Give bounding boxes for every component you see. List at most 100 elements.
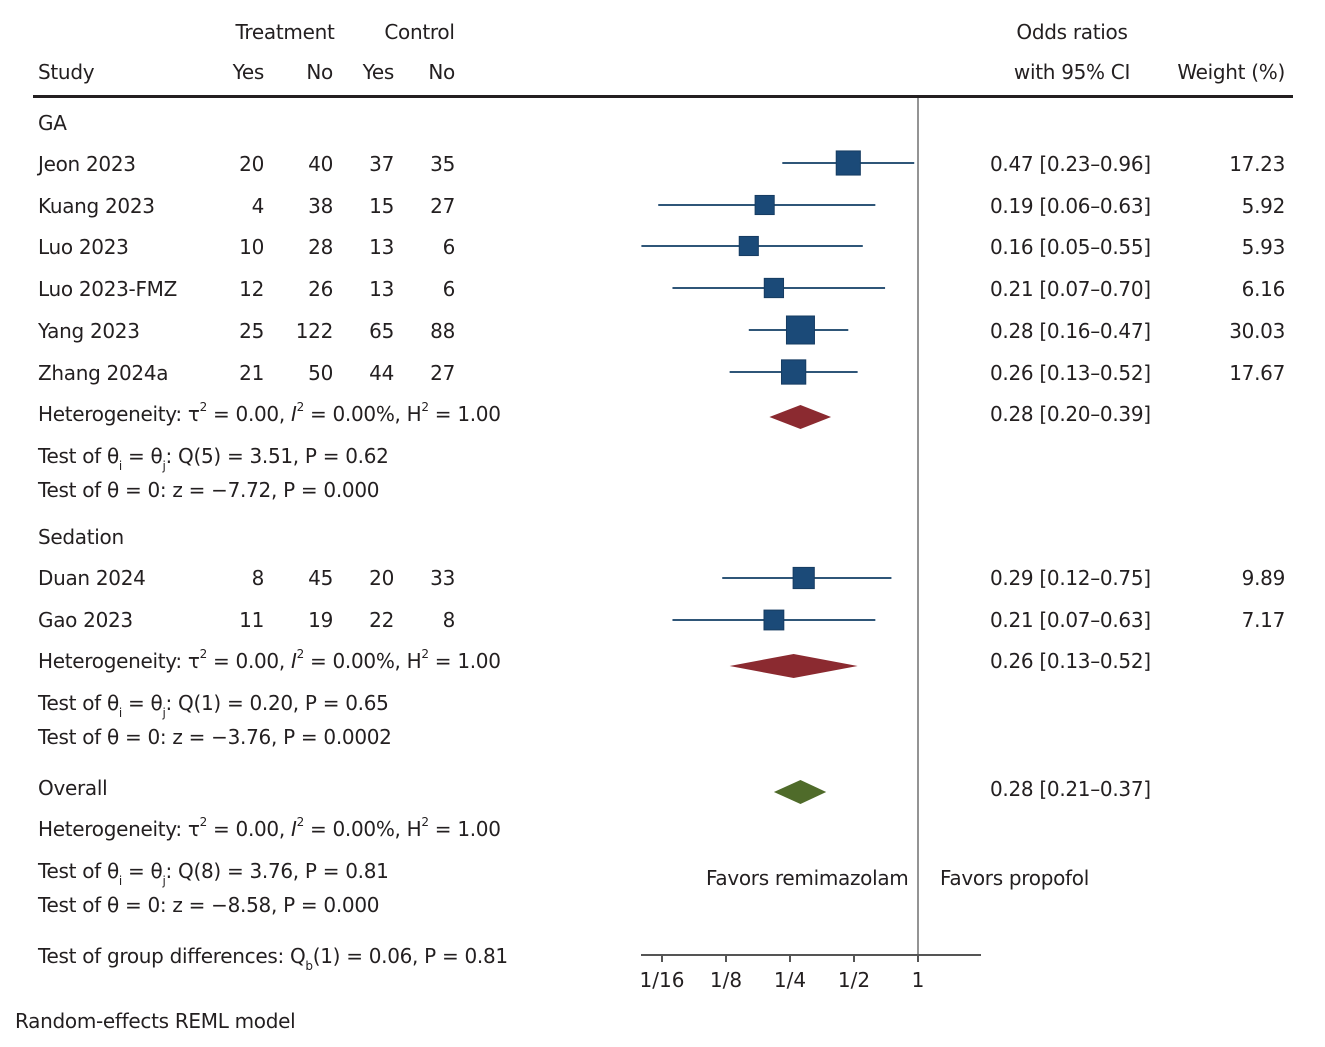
odds-ratio-ci: 0.16 [0.05–0.55] — [990, 235, 1151, 259]
overall-test-q: Test of θi = θj: Q(8) = 3.76, P = 0.81 — [38, 859, 389, 887]
ov-test-q-c: : Q(8) = 3.76, P = 0.81 — [165, 859, 389, 883]
study-name: Luo 2023-FMZ — [38, 277, 178, 301]
control-no-value: 33 — [430, 566, 455, 590]
sed-test-q-c: : Q(1) = 0.20, P = 0.65 — [165, 691, 389, 715]
sed-het-prefix: Heterogeneity: τ — [38, 649, 200, 673]
study-marker — [785, 315, 815, 345]
x-tick-label: 1/2 — [838, 968, 870, 992]
ga-het-hval: = 1.00 — [428, 402, 501, 426]
weight-value: 17.67 — [1229, 361, 1285, 385]
ga-test-z: Test of θ = 0: z = −7.72, P = 0.000 — [38, 478, 380, 502]
odds-ratio-ci: 0.47 [0.23–0.96] — [990, 152, 1151, 176]
x-tick-label: 1 — [912, 968, 925, 992]
weight-value: 17.23 — [1229, 152, 1285, 176]
x-tick-label: 1/8 — [710, 968, 742, 992]
header-rule — [33, 95, 1293, 98]
weight-header: Weight (%) — [1177, 60, 1285, 84]
control-yes-value: 13 — [369, 277, 394, 301]
control-yes-value: 13 — [369, 235, 394, 259]
control-no-value: 8 — [442, 608, 456, 632]
odds-ratio-ci: 0.19 [0.06–0.63] — [990, 194, 1151, 218]
study-name: Zhang 2024a — [38, 361, 169, 385]
ov-het-prefix: Heterogeneity: τ — [38, 817, 200, 841]
treatment-no-value: 19 — [308, 608, 333, 632]
ga-het-ival: = 0.00%, H — [303, 402, 422, 426]
sed-het-tau: = 0.00, — [206, 649, 291, 673]
x-tick-label: 1/16 — [640, 968, 685, 992]
study-header: Study — [38, 60, 95, 84]
sub: i — [118, 874, 122, 888]
study-name: Luo 2023 — [38, 235, 129, 259]
sed-test-q-a: Test of θ — [38, 691, 119, 715]
odds-ratio-ci: 0.21 [0.07–0.70] — [990, 277, 1151, 301]
ga-test-q-a: Test of θ — [38, 444, 119, 468]
ov-test-q-a: Test of θ — [38, 859, 119, 883]
sed-het-i: I — [290, 649, 297, 673]
study-name: Jeon 2023 — [38, 152, 136, 176]
ga-het-i: I — [290, 402, 297, 426]
control-no-value: 27 — [430, 361, 455, 385]
study-name: Yang 2023 — [38, 319, 140, 343]
control-no-value: 27 — [430, 194, 455, 218]
sup: 2 — [421, 400, 429, 415]
sup: 2 — [296, 815, 305, 830]
sedation-heterogeneity: Heterogeneity: τ2 = 0.00, I2 = 0.00%, H2… — [38, 647, 501, 673]
control-header: Control — [384, 20, 455, 44]
sup: 2 — [199, 647, 208, 662]
study-marker — [763, 609, 785, 631]
sub: j — [162, 706, 166, 720]
treatment-yes-value: 12 — [239, 277, 264, 301]
study-marker — [792, 566, 815, 590]
control-no-value: 35 — [430, 152, 455, 176]
group-label-ga: GA — [38, 111, 67, 135]
group-diff-b: (1) = 0.06, P = 0.81 — [312, 944, 508, 968]
sed-test-q-b: = θ — [121, 691, 163, 715]
overall-label: Overall — [38, 776, 108, 800]
ov-het-hval: = 1.00 — [428, 817, 501, 841]
study-marker — [835, 150, 861, 176]
control-yes-header: Yes — [362, 60, 395, 84]
study-name: Duan 2024 — [38, 566, 146, 590]
treatment-no-value: 122 — [295, 319, 334, 343]
study-marker — [738, 235, 759, 257]
ga-test-q: Test of θi = θj: Q(5) = 3.51, P = 0.62 — [38, 444, 389, 472]
odds-ratio-ci: 0.28 [0.16–0.47] — [990, 319, 1151, 343]
study-name: Gao 2023 — [38, 608, 133, 632]
favors-right-label: Favors propofol — [940, 866, 1089, 890]
sup: 2 — [199, 400, 208, 415]
subgroup-diamond — [729, 654, 858, 678]
ov-test-q-b: = θ — [121, 859, 163, 883]
treatment-yes-value: 4 — [251, 194, 265, 218]
treatment-yes-value: 25 — [239, 319, 264, 343]
study-marker — [754, 194, 775, 216]
sub: b — [305, 959, 313, 973]
control-yes-value: 37 — [369, 152, 394, 176]
control-yes-value: 65 — [369, 319, 394, 343]
treatment-no-value: 26 — [308, 277, 333, 301]
favors-left-label: Favors remimazolam — [706, 866, 909, 890]
ov-het-ival: = 0.00%, H — [303, 817, 422, 841]
control-no-value: 88 — [430, 319, 455, 343]
group-diff-a: Test of group differences: Q — [38, 944, 306, 968]
model-footnote: Random-effects REML model — [15, 1009, 296, 1033]
x-tick-label: 1/4 — [774, 968, 806, 992]
odds-ratio-ci: 0.21 [0.07–0.63] — [990, 608, 1151, 632]
sup: 2 — [421, 815, 429, 830]
sub: j — [162, 459, 166, 473]
ga-test-q-c: : Q(5) = 3.51, P = 0.62 — [165, 444, 389, 468]
group-differences-test: Test of group differences: Qb(1) = 0.06,… — [38, 944, 508, 972]
sup: 2 — [421, 647, 429, 662]
control-no-value: 6 — [442, 277, 456, 301]
treatment-yes-value: 11 — [239, 608, 264, 632]
overall-heterogeneity: Heterogeneity: τ2 = 0.00, I2 = 0.00%, H2… — [38, 815, 501, 841]
overall-diamond — [773, 780, 827, 804]
ov-het-i: I — [290, 817, 297, 841]
sedation-pooled-or: 0.26 [0.13–0.52] — [990, 649, 1151, 673]
weight-value: 7.17 — [1241, 608, 1286, 632]
ga-het-prefix: Heterogeneity: τ — [38, 402, 200, 426]
weight-value: 5.93 — [1241, 235, 1286, 259]
control-yes-value: 15 — [369, 194, 394, 218]
treatment-yes-value: 21 — [239, 361, 264, 385]
control-no-header: No — [428, 60, 455, 84]
